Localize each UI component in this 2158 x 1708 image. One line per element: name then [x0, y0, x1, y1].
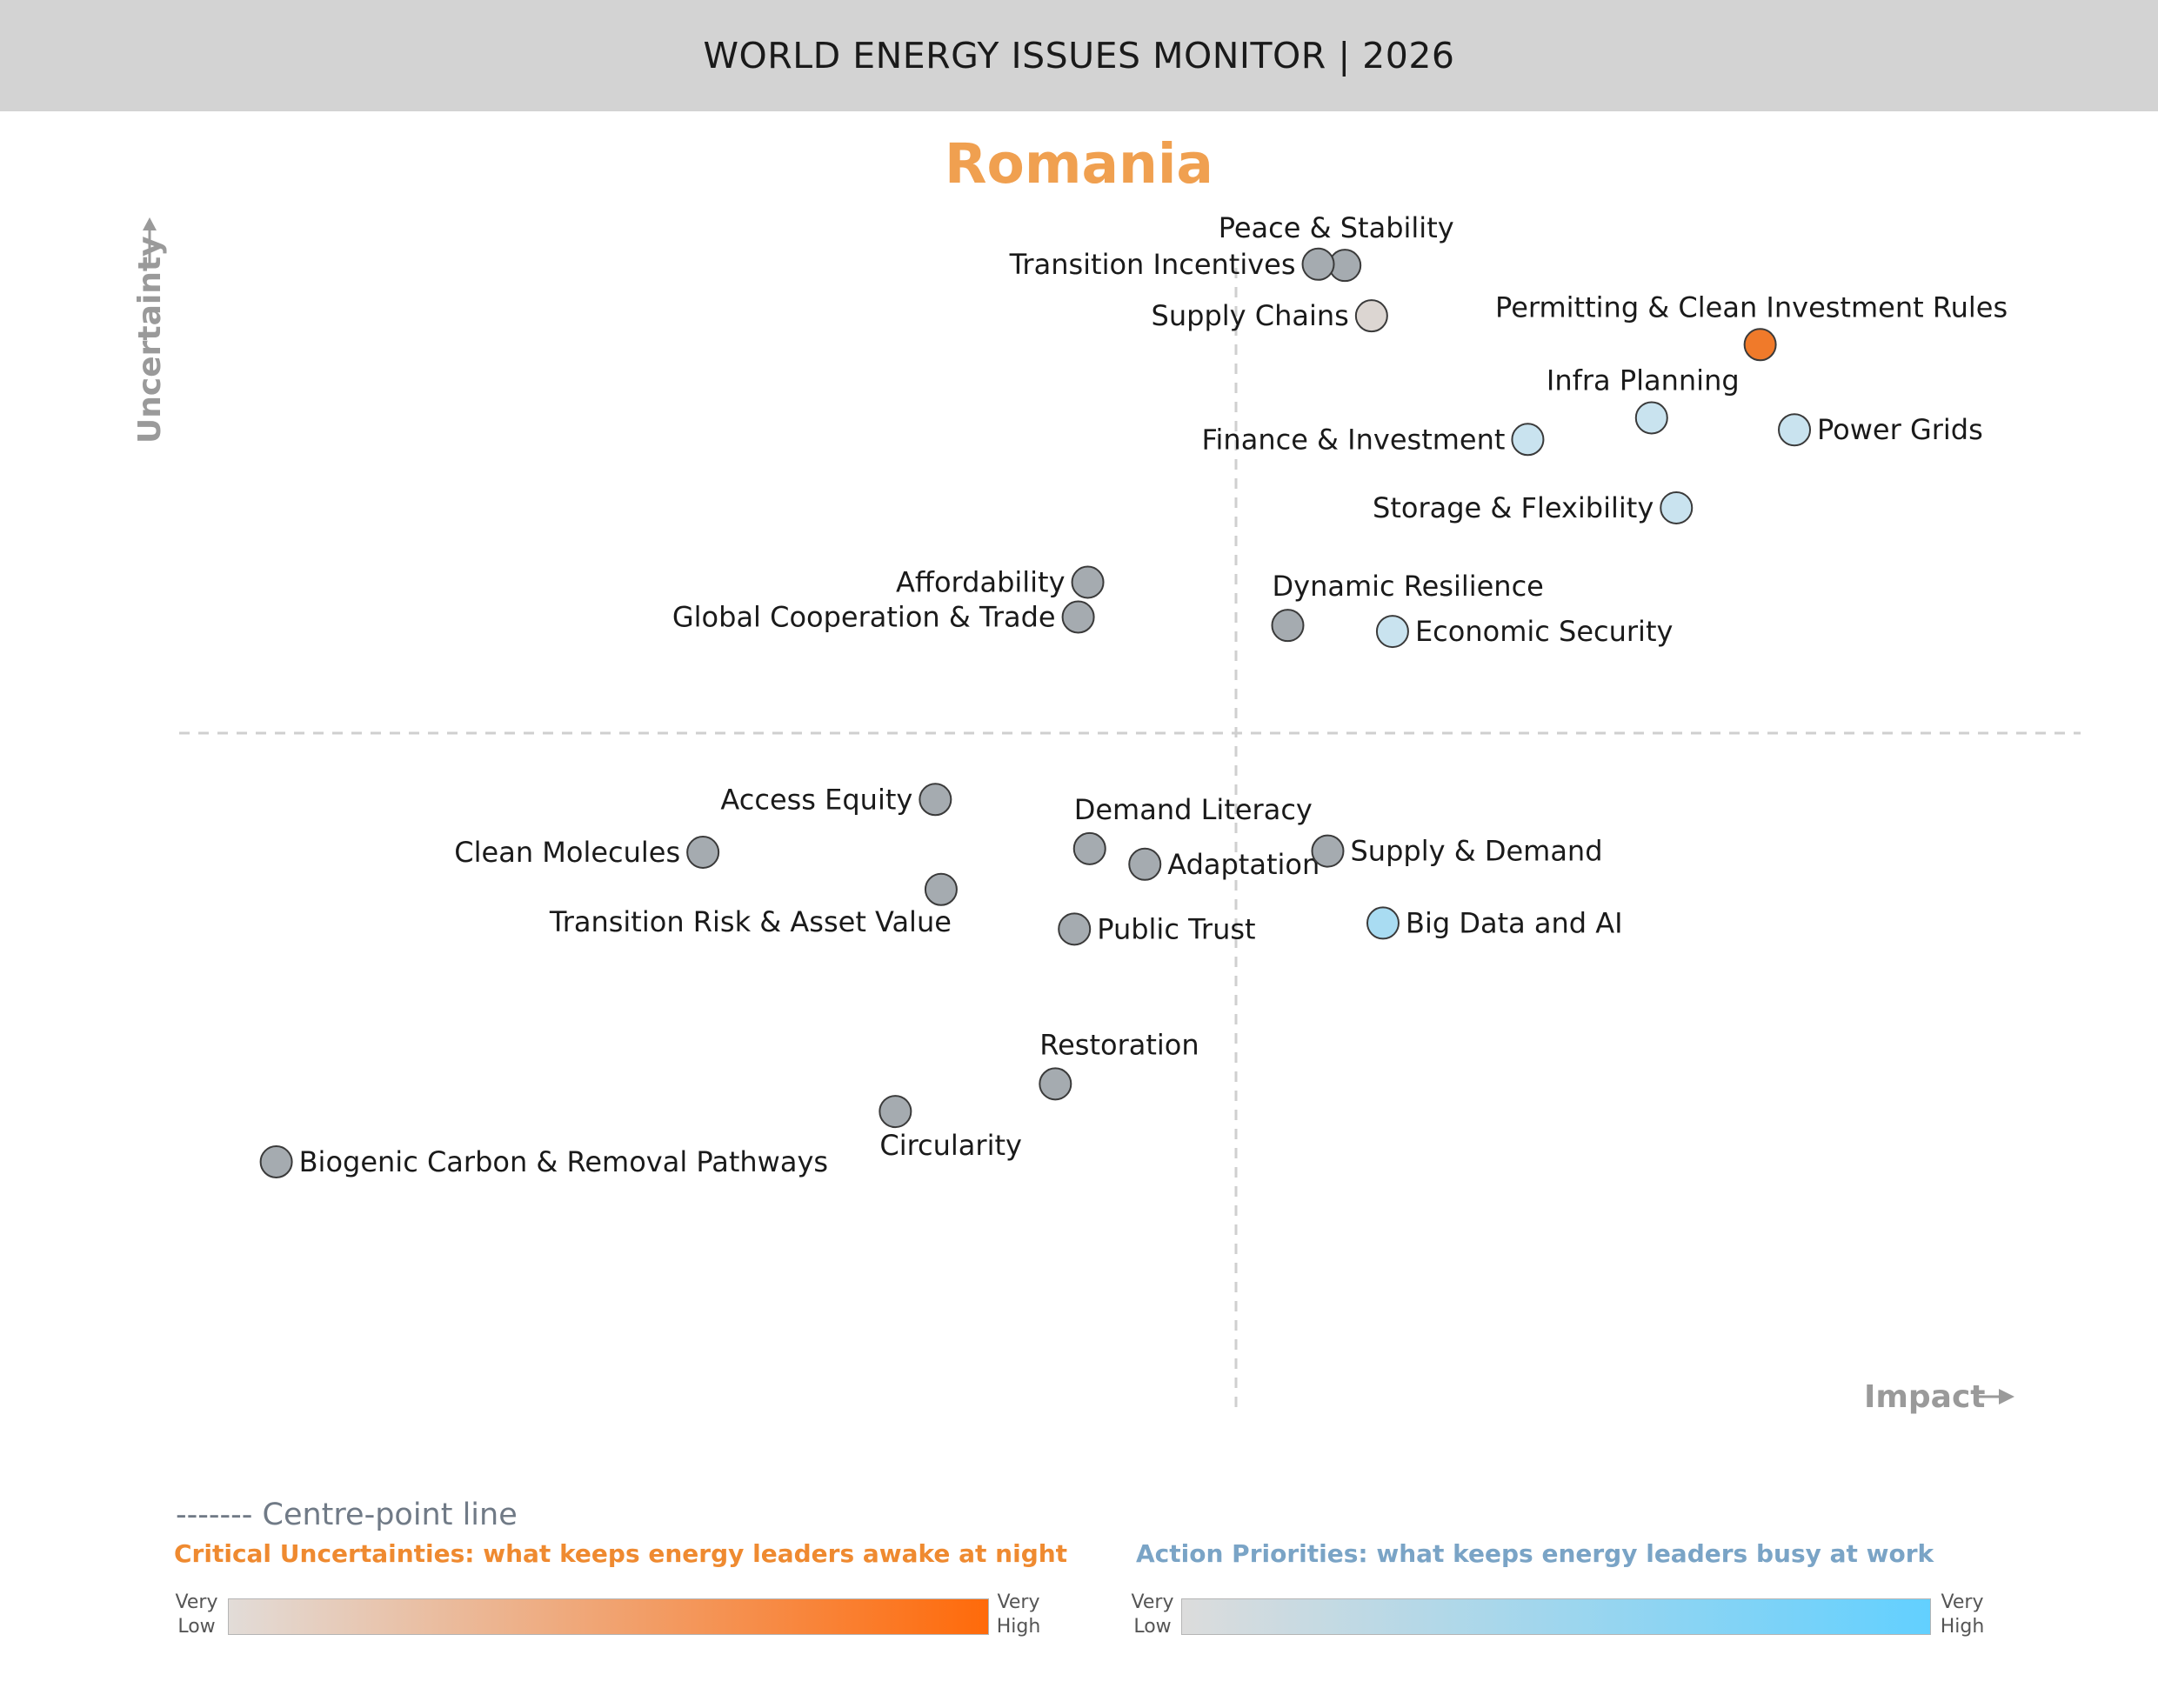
header-title: WORLD ENERGY ISSUES MONITOR | 2026	[703, 35, 1455, 77]
high-text: High	[996, 1616, 1041, 1638]
low-text: Low	[1133, 1616, 1172, 1638]
label-restoration: Restoration	[1039, 1028, 1199, 1061]
low-text: Low	[177, 1616, 216, 1638]
label-transition-incentives: Transition Incentives	[1009, 248, 1296, 281]
label-peace-and-stability: Peace & Stability	[1219, 211, 1454, 244]
x-axis-arrow-icon	[1999, 1389, 2014, 1404]
point-clean-molecules[interactable]	[686, 836, 720, 869]
label-global-cooperation-and-trade: Global Cooperation & Trade	[672, 601, 1056, 634]
point-storage-and-flexibility[interactable]	[1660, 490, 1694, 524]
very-text: Very	[1941, 1591, 1984, 1613]
header-bar: WORLD ENERGY ISSUES MONITOR | 2026	[0, 0, 2158, 111]
label-transition-risk-and-asset-value: Transition Risk & Asset Value	[549, 905, 952, 938]
point-infra-planning[interactable]	[1634, 401, 1668, 435]
label-circularity: Circularity	[879, 1129, 1022, 1162]
point-big-data-and-ai[interactable]	[1366, 906, 1400, 940]
points-layer: Peace & Stability Transition Incentives Su…	[259, 211, 2008, 1179]
point-supply-and-demand[interactable]	[1311, 834, 1345, 868]
y-axis-text: Uncertainty	[132, 236, 168, 444]
label-supply-and-demand: Supply & Demand	[1350, 835, 1602, 868]
point-access-equity[interactable]	[919, 783, 952, 817]
scale-low-label-left: Very Low	[166, 1591, 227, 1639]
y-axis-label: Uncertainty	[132, 217, 168, 444]
point-transition-risk-and-asset-value[interactable]	[924, 872, 958, 906]
label-dynamic-resilience: Dynamic Resilience	[1272, 570, 1543, 603]
scale-high-label-left: Very High	[988, 1591, 1049, 1639]
label-public-trust: Public Trust	[1097, 912, 1255, 945]
point-restoration[interactable]	[1039, 1067, 1072, 1101]
uncertainties-legend-title: Critical Uncertainties: what keeps energ…	[174, 1539, 1068, 1568]
label-finance-and-investment: Finance & Investment	[1201, 423, 1505, 456]
label-demand-literacy: Demand Literacy	[1074, 793, 1313, 826]
point-biogenic-carbon-and-removal-pathways[interactable]	[259, 1145, 293, 1179]
very-text: Very	[997, 1591, 1040, 1613]
very-text: Very	[175, 1591, 218, 1613]
priorities-legend-title: Action Priorities: what keeps energy lea…	[1136, 1539, 1934, 1568]
point-finance-and-investment[interactable]	[1511, 423, 1545, 457]
point-power-grids[interactable]	[1778, 413, 1812, 447]
country-title: Romania	[945, 132, 1213, 196]
label-infra-planning: Infra Planning	[1547, 364, 1740, 397]
label-economic-security: Economic Security	[1415, 615, 1673, 648]
label-supply-chains: Supply Chains	[1152, 299, 1349, 332]
scale-low-label-right: Very Low	[1122, 1591, 1183, 1639]
point-demand-literacy[interactable]	[1072, 831, 1106, 865]
scale-high-label-right: Very High	[1932, 1591, 1993, 1639]
label-affordability: Affordability	[896, 566, 1066, 599]
label-access-equity: Access Equity	[720, 783, 912, 816]
x-axis-text: Impact	[1864, 1379, 1986, 1415]
label-power-grids: Power Grids	[1817, 413, 1983, 446]
label-clean-molecules: Clean Molecules	[454, 836, 680, 869]
priority-gradient-bar	[1181, 1598, 1931, 1635]
label-storage-and-flexibility: Storage & Flexibility	[1373, 491, 1654, 524]
point-adaptation[interactable]	[1128, 847, 1162, 881]
y-axis-arrow-icon	[143, 217, 157, 230]
point-public-trust[interactable]	[1058, 912, 1092, 946]
high-text: High	[1940, 1616, 1985, 1638]
label-biogenic-carbon-and-removal-pathways: Biogenic Carbon & Removal Pathways	[299, 1145, 828, 1178]
point-economic-security[interactable]	[1375, 615, 1409, 649]
uncertainty-gradient-bar	[228, 1598, 989, 1635]
point-dynamic-resilience[interactable]	[1271, 609, 1305, 643]
x-axis-label: Impact	[1864, 1379, 2014, 1415]
label-permitting-and-clean-investment-rules: Permitting & Clean Investment Rules	[1495, 290, 2008, 324]
point-affordability[interactable]	[1071, 565, 1105, 599]
point-supply-chains[interactable]	[1354, 299, 1388, 333]
point-global-cooperation-and-trade[interactable]	[1061, 600, 1095, 634]
centre-line-legend: ------- Centre-point line	[176, 1498, 518, 1532]
label-adaptation: Adaptation	[1167, 848, 1320, 881]
very-text: Very	[1131, 1591, 1174, 1613]
point-transition-incentives[interactable]	[1301, 247, 1335, 281]
point-permitting-and-clean-investment-rules[interactable]	[1743, 328, 1777, 362]
point-circularity[interactable]	[879, 1095, 912, 1129]
label-big-data-and-ai: Big Data and AI	[1406, 906, 1623, 939]
